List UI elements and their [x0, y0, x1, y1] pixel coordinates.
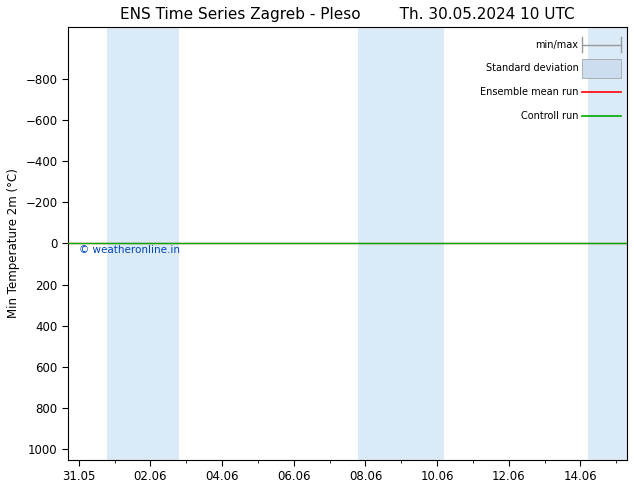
Text: Controll run: Controll run	[521, 111, 578, 121]
Text: Standard deviation: Standard deviation	[486, 63, 578, 74]
Y-axis label: Min Temperature 2m (°C): Min Temperature 2m (°C)	[7, 169, 20, 318]
Text: min/max: min/max	[536, 40, 578, 49]
Bar	[588, 27, 634, 460]
Text: © weatheronline.in: © weatheronline.in	[79, 245, 180, 255]
Title: ENS Time Series Zagreb - Pleso        Th. 30.05.2024 10 UTC: ENS Time Series Zagreb - Pleso Th. 30.05…	[120, 7, 575, 22]
Bar	[583, 59, 621, 78]
Text: Ensemble mean run: Ensemble mean run	[480, 87, 578, 97]
Bar	[107, 27, 179, 460]
Bar	[358, 27, 444, 460]
